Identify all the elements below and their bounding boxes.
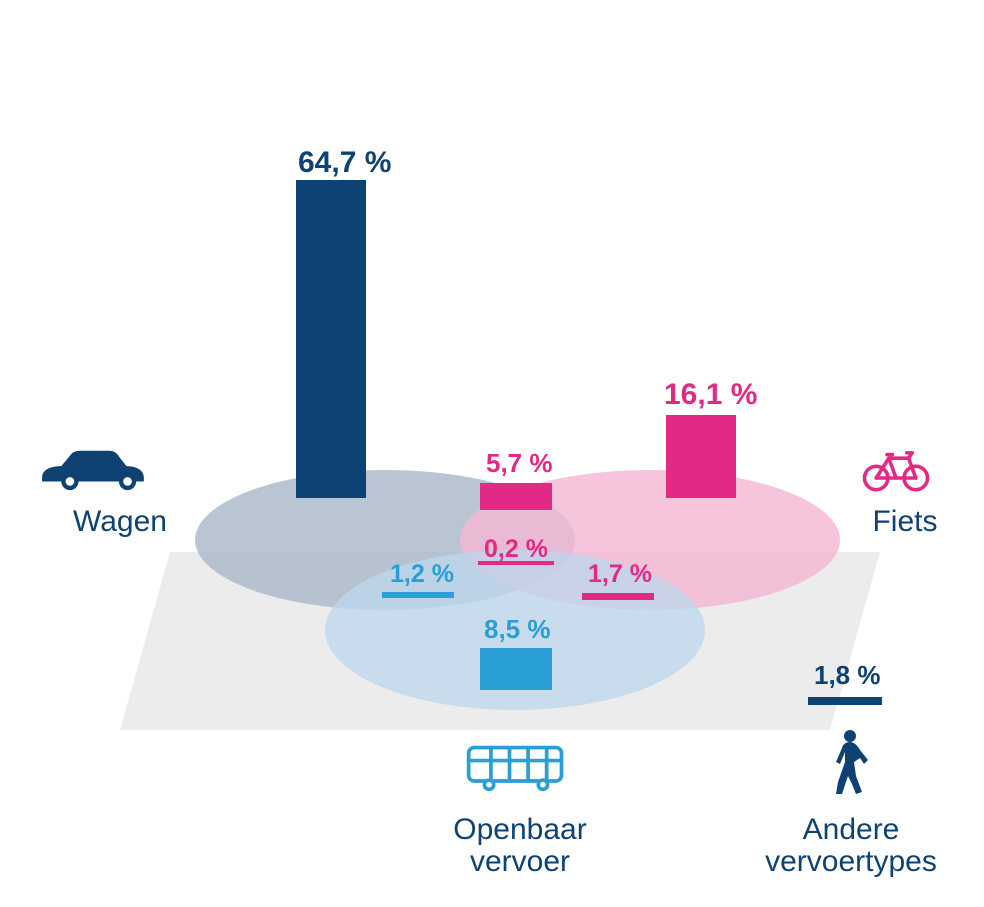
bar-car_bar <box>296 180 366 498</box>
category-label-andere: Anderevervoertypes <box>756 814 946 877</box>
infographic-stage: 64,7 % 16,1 % 5,7 % 0,2 % 1,2 % 1,7 % 8,5 % 1,8… <box>0 0 984 907</box>
bar-bike_bus <box>582 593 654 600</box>
bar-car_bus <box>382 592 454 598</box>
pct-label-overlap_cb: 5,7 % <box>486 448 553 479</box>
pct-label-other_bar: 1,8 % <box>814 660 881 691</box>
bar-other_bar <box>808 697 882 705</box>
pct-label-center: 0,2 % <box>484 535 548 564</box>
category-label-ov: Openbaarvervoer <box>440 814 600 877</box>
bar-bus_bar <box>480 648 552 690</box>
pct-label-car_bar: 64,7 % <box>298 146 391 180</box>
walk-icon <box>826 728 868 798</box>
pct-label-bus_bar: 8,5 % <box>484 614 551 645</box>
bike-icon <box>860 445 932 493</box>
pct-label-bike_bar: 16,1 % <box>664 378 757 412</box>
bar-overlap_cb <box>480 483 552 510</box>
pct-label-car_bus: 1,2 % <box>390 560 454 589</box>
category-label-fiets: Fiets <box>860 506 950 538</box>
bar-bike_bar <box>666 415 736 498</box>
pct-label-bike_bus: 1,7 % <box>588 560 652 589</box>
bus-icon <box>464 742 568 794</box>
category-label-wagen: Wagen <box>50 506 190 538</box>
car-icon <box>34 445 150 493</box>
